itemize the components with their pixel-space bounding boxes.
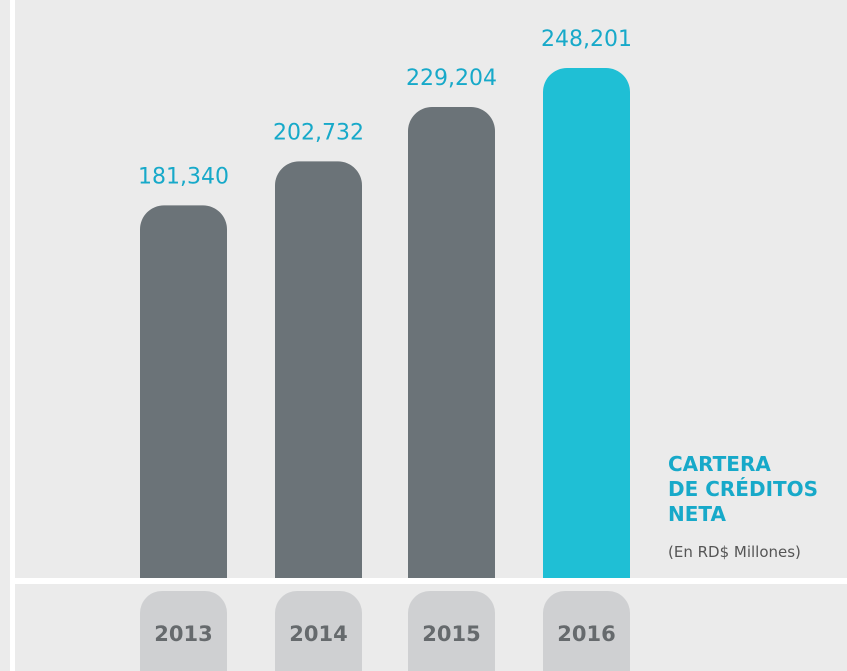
x-tick-label: 2013 [154, 622, 212, 646]
category-pill [275, 591, 362, 671]
bar [543, 68, 630, 578]
separator [15, 578, 847, 584]
value-label: 229,204 [406, 66, 497, 91]
value-label: 248,201 [541, 27, 632, 52]
value-label: 202,732 [273, 120, 364, 145]
chart-title: CARTERA DE CRÉDITOS NETA [668, 452, 819, 526]
bar [275, 161, 362, 578]
bar [408, 107, 495, 578]
chart-subtitle: (En RD$ Millones) [668, 543, 801, 561]
category-pill [140, 591, 227, 671]
left-strip [10, 0, 15, 671]
category-pill [543, 591, 630, 671]
x-tick-label: 2014 [289, 622, 347, 646]
value-label: 181,340 [138, 164, 229, 189]
x-tick-label: 2016 [557, 622, 615, 646]
category-pill [408, 591, 495, 671]
x-tick-label: 2015 [422, 622, 480, 646]
bar [140, 205, 227, 578]
